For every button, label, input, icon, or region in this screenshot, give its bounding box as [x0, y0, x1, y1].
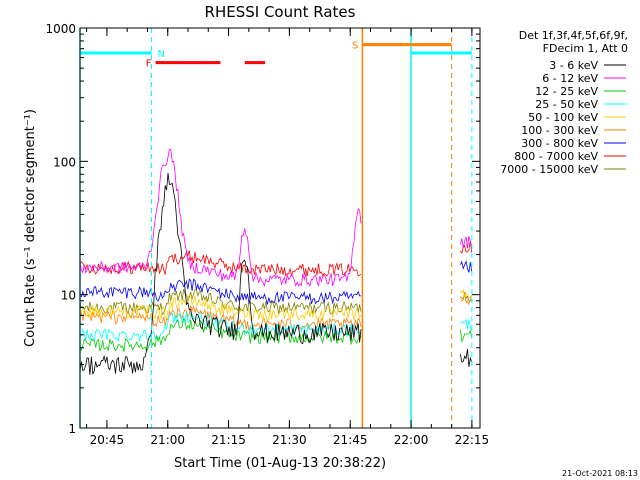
y-tick-label: 1000 [45, 22, 76, 36]
legend-label: 12 - 25 keV [535, 85, 598, 98]
series-line [79, 240, 473, 277]
y-tick-label: 1 [68, 422, 76, 436]
series-line [79, 288, 473, 316]
series-line [79, 288, 473, 322]
legend-label: 3 - 6 keV [549, 59, 598, 72]
series-line [79, 172, 473, 375]
legend-label: 7000 - 15000 keV [500, 163, 598, 176]
legend-label: 100 - 300 keV [521, 124, 598, 137]
x-tick-label: 21:45 [333, 433, 368, 447]
legend-label: 300 - 800 keV [521, 137, 598, 150]
y-tick-label: 100 [53, 155, 76, 169]
x-tick-label: 21:15 [211, 433, 246, 447]
plot-data [79, 148, 473, 375]
series-line [79, 148, 473, 287]
x-tick-label: 20:45 [90, 433, 125, 447]
flag-label: N [158, 49, 165, 60]
legend-header-2: FDecim 1, Att 0 [543, 42, 628, 55]
x-tick-label: 22:15 [455, 433, 490, 447]
x-tick-label: 22:00 [394, 433, 429, 447]
series-line [79, 293, 473, 331]
flag-bars: NF S [80, 41, 472, 70]
legend-label: 6 - 12 keV [542, 72, 598, 85]
series-line [79, 260, 473, 305]
legend-label: 25 - 50 keV [535, 98, 598, 111]
series-line [79, 312, 473, 343]
chart-title: RHESSI Count Rates [205, 3, 356, 21]
x-tick-label: 21:30 [272, 433, 307, 447]
y-tick-label: 10 [61, 289, 76, 303]
series-line [79, 318, 473, 353]
flag-label: F [146, 59, 152, 70]
x-axis-label: Start Time (01-Aug-13 20:38:22) [174, 456, 386, 471]
x-tick-label: 21:00 [150, 433, 185, 447]
legend: Det 1f,3f,4f,5f,6f,9f, FDecim 1, Att 0 3… [500, 29, 628, 176]
flag-label: S [352, 41, 358, 52]
plot-frame [79, 27, 481, 429]
footer-timestamp: 21-Oct-2021 08:13 [562, 469, 638, 478]
legend-label: 800 - 7000 keV [514, 150, 598, 163]
legend-label: 50 - 100 keV [528, 111, 598, 124]
legend-header-1: Det 1f,3f,4f,5f,6f,9f, [519, 29, 628, 42]
axes: 20:45 21:00 21:15 21:30 21:45 22:00 22:15 1 10 10… [45, 22, 489, 447]
y-axis-label: Count Rate (s⁻¹ detector segment⁻¹) [23, 109, 38, 347]
